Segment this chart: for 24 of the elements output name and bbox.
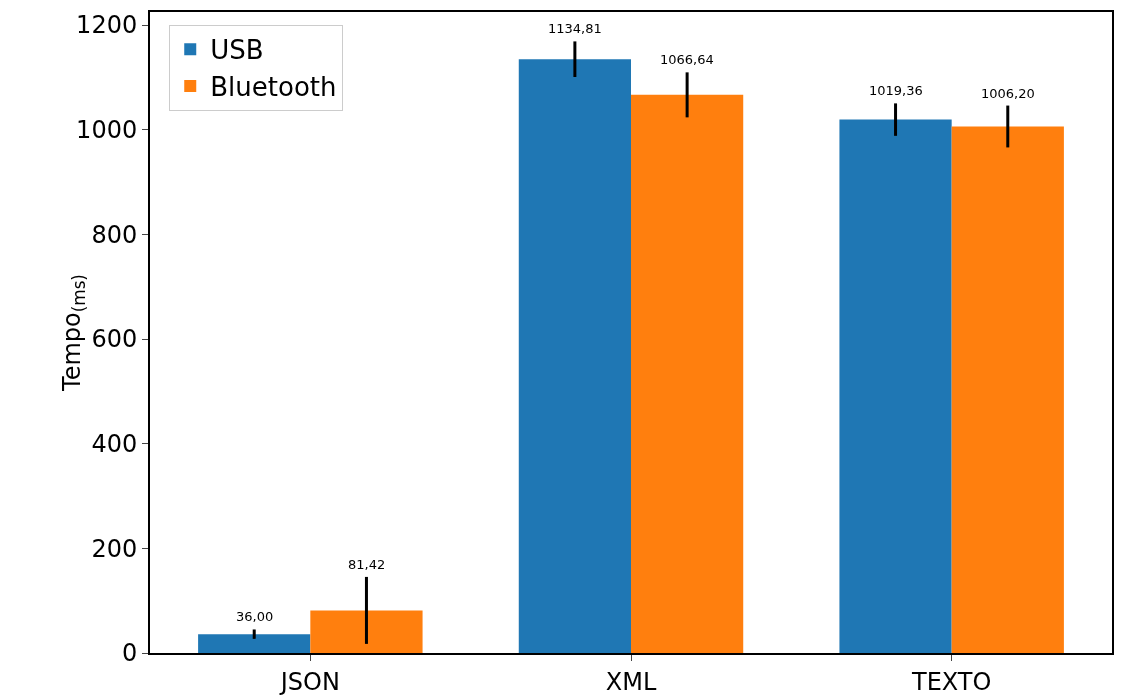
bar [198,634,311,653]
y-tick-label: 0 [121,639,138,668]
bar [631,94,744,653]
y-tick-label: 1200 [76,11,138,40]
x-tick-label: TEXTO [910,667,992,696]
bar [310,610,423,653]
x-tick-label: XML [605,667,657,696]
data-label: 36,00 [236,609,274,624]
data-label: 1019,36 [869,83,923,98]
y-tick-label: 200 [91,534,138,563]
data-label: 1066,64 [660,52,714,67]
y-tick-label: 800 [91,220,138,249]
bar [518,59,631,653]
legend-label: USB [210,35,264,66]
y-tick-label: 1000 [76,116,138,145]
bar [951,126,1064,653]
y-tick-label: 600 [91,325,138,354]
data-label: 1134,81 [548,21,602,36]
bar [839,119,952,653]
data-label: 81,42 [348,557,386,572]
y-tick-label: 400 [91,430,138,459]
data-label: 1006,20 [981,86,1035,101]
x-tick-label: JSON [278,667,340,696]
legend-label: Bluetooth [210,72,337,103]
